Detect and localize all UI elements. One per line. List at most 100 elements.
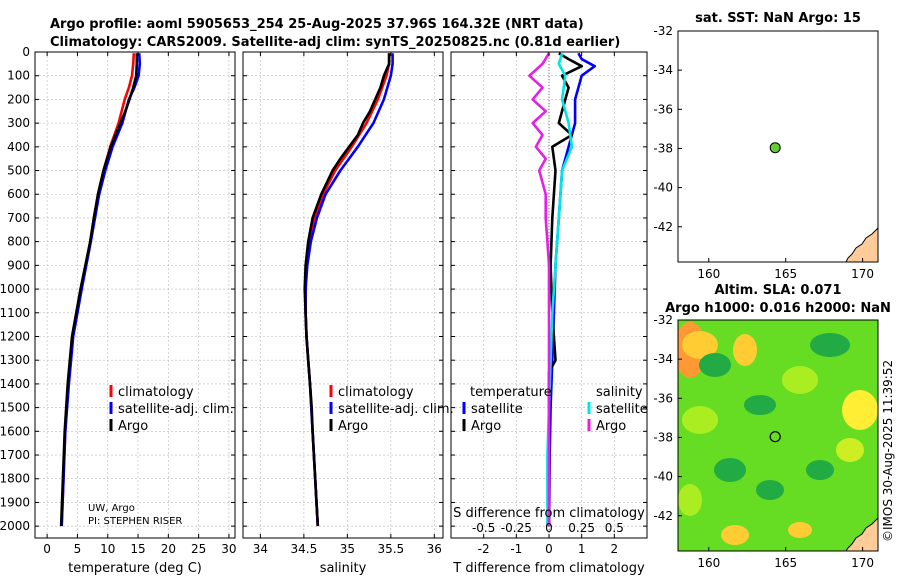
legend-satellite-label: satellite-adj. clim. (118, 402, 234, 417)
map-y-tick-label: -34 (653, 63, 673, 77)
difference-legend: temperature satellite Argo salinity sate… (462, 385, 648, 434)
legend-salinity-title: salinity (596, 385, 643, 400)
imos-watermark: ©IMOS 30-Aug-2025 11:39:52 (881, 360, 895, 542)
legend-satellite-label: satellite-adj. clim. (338, 402, 454, 417)
sst-map-frame (677, 30, 879, 263)
y-tick-label: 500 (7, 164, 30, 178)
map-y-tick-label: -42 (653, 220, 673, 234)
legend-t-argo-label: Argo (471, 419, 501, 434)
temperature-xlabel: temperature (deg C) (68, 561, 202, 576)
sla-blob (733, 334, 757, 366)
x-tick-label: 10 (100, 542, 115, 556)
y-tick-label: 1900 (0, 495, 30, 509)
temperature-axes-frame (34, 51, 236, 539)
sla-blob (682, 331, 718, 359)
y-tick-label: 1800 (0, 472, 30, 486)
map-x-tick-label: 165 (774, 267, 797, 281)
y-tick-label: 1400 (0, 377, 30, 391)
sla-blob (714, 458, 746, 482)
y-tick-label: 200 (7, 92, 30, 106)
map-x-tick-label: 160 (697, 267, 720, 281)
credit-line-1: UW, Argo (88, 503, 135, 514)
y-tick-label: 100 (7, 69, 30, 83)
sla-blob (721, 525, 749, 545)
x-tick-label: -2 (478, 542, 490, 556)
difference-xlabel-top: S difference from climatology (453, 506, 645, 521)
sla-map-panel: Altim. SLA: 0.071 Argo h1000: 0.016 h200… (653, 283, 890, 570)
y-tick-label: 1200 (0, 329, 30, 343)
top-x-tick-label: 0.5 (605, 521, 624, 535)
sla-blob (744, 395, 776, 415)
map-y-tick-label: -32 (653, 313, 673, 327)
map-x-tick-label: 165 (774, 556, 797, 570)
title-line-1: Argo profile: aoml 5905653_254 25-Aug-20… (50, 17, 584, 32)
legend-argo-label: Argo (118, 419, 148, 434)
title-line-2: Climatology: CARS2009. Satellite-adj cli… (50, 35, 620, 50)
temperature-legend: climatology satellite-adj. clim. Argo (109, 385, 234, 434)
sla-blob (806, 460, 834, 480)
top-x-tick-label: -0.25 (501, 521, 532, 535)
sla-blob (699, 353, 731, 377)
sla-blob (810, 333, 850, 357)
salinity-panel: 34 34.5 35 35.5 36 salinity climatology sate… (242, 51, 454, 576)
sla-blob (756, 480, 784, 500)
y-tick-label: 700 (7, 211, 30, 225)
map-y-tick-label: -36 (653, 102, 673, 116)
x-tick-label: 30 (221, 542, 236, 556)
x-tick-label: 2 (611, 542, 619, 556)
salinity-axes-frame (242, 51, 444, 539)
sla-blob (782, 366, 818, 394)
sla-float-marker (769, 431, 781, 443)
x-tick-label: -1 (510, 542, 522, 556)
x-tick-label: 0 (545, 542, 553, 556)
top-x-tick-label: -0.5 (472, 521, 495, 535)
map-y-tick-label: -32 (653, 24, 673, 38)
legend-t-satellite-label: satellite (471, 402, 523, 417)
y-tick-label: 800 (7, 235, 30, 249)
y-tick-label: 1600 (0, 424, 30, 438)
map-x-tick-label: 170 (851, 267, 874, 281)
sla-blob (678, 484, 702, 516)
y-tick-label: 900 (7, 258, 30, 272)
y-tick-label: 400 (7, 140, 30, 154)
sst-map-title: sat. SST: NaN Argo: 15 (695, 11, 861, 26)
x-tick-label: 25 (191, 542, 206, 556)
x-tick-label: 20 (161, 542, 176, 556)
top-x-tick-label: 0 (545, 521, 553, 535)
map-x-tick-label: 160 (697, 556, 720, 570)
x-tick-label: 15 (130, 542, 145, 556)
credit-line-2: PI: STEPHEN RISER (88, 516, 182, 527)
x-tick-label: 1 (578, 542, 586, 556)
salinity-legend: climatology satellite-adj. clim. Argo (329, 385, 454, 434)
sla-blob (682, 406, 718, 434)
difference-xlabel-bottom: T difference from climatology (452, 561, 645, 576)
legend-s-satellite-label: satellite (596, 402, 648, 417)
y-tick-label: 2000 (0, 519, 30, 533)
map-y-tick-label: -38 (653, 430, 673, 444)
map-y-tick-label: -42 (653, 509, 673, 523)
y-tick-label: 1300 (0, 353, 30, 367)
sla-blob (836, 438, 864, 462)
series-line-salinity-argo (528, 52, 551, 527)
y-tick-label: 0 (22, 45, 30, 59)
sla-blob (788, 522, 812, 538)
y-tick-label: 600 (7, 187, 30, 201)
sst-map-panel: sat. SST: NaN Argo: 15 160 165 170 -32 -34 -3… (653, 11, 879, 281)
x-tick-label: 34 (253, 542, 268, 556)
sla-heatmap (678, 320, 878, 551)
legend-s-argo-label: Argo (596, 419, 626, 434)
series-line-argo (59, 53, 139, 527)
map-y-tick-label: -38 (653, 141, 673, 155)
x-tick-label: 35.5 (377, 542, 404, 556)
map-y-tick-label: -36 (653, 391, 673, 405)
difference-panel: -2 -1 0 1 2 -0.5 -0.25 0 0.25 0.5 T difference fr… (450, 51, 648, 576)
legend-argo-label: Argo (338, 419, 368, 434)
x-tick-label: 0 (43, 542, 51, 556)
y-tick-label: 1000 (0, 282, 30, 296)
x-tick-label: 36 (427, 542, 442, 556)
map-x-tick-label: 170 (851, 556, 874, 570)
sla-blob (842, 390, 878, 430)
temperature-panel: 0100200300400500600700800900100011001200… (0, 45, 237, 576)
series-line-argo (303, 53, 391, 527)
